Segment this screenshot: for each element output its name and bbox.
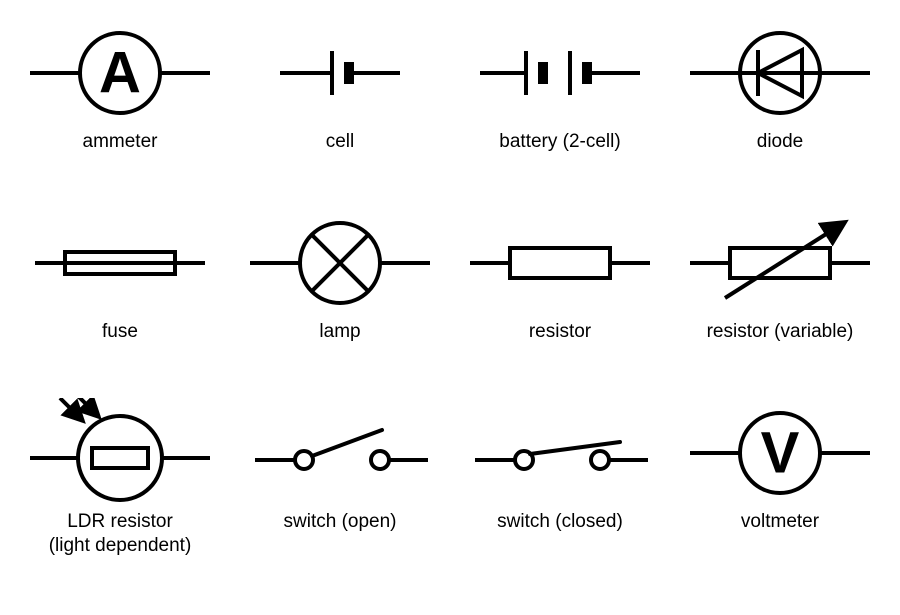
switch-open-label: switch (open) <box>284 510 397 534</box>
voltmeter-symbol: V <box>680 398 880 508</box>
symbol-grid: A ammeter cell battery ( <box>10 18 890 578</box>
ammeter-symbol: A <box>20 18 220 128</box>
ldr-symbol <box>20 398 220 508</box>
resistor-symbol <box>460 208 660 318</box>
cell-resistor-variable: resistor (variable) <box>670 208 890 388</box>
cell-cell: cell <box>230 18 450 198</box>
resistor-label: resistor <box>529 320 591 344</box>
cell-switch-closed: switch (closed) <box>450 398 670 578</box>
svg-text:A: A <box>99 41 141 106</box>
voltmeter-label: voltmeter <box>741 510 819 534</box>
cell-symbol <box>240 18 440 128</box>
diode-symbol <box>680 18 880 128</box>
switch-open-symbol <box>240 398 440 508</box>
fuse-label: fuse <box>102 320 138 344</box>
switch-closed-label: switch (closed) <box>497 510 623 534</box>
cell-switch-open: switch (open) <box>230 398 450 578</box>
lamp-label: lamp <box>319 320 360 344</box>
cell-resistor: resistor <box>450 208 670 388</box>
cell-label: cell <box>326 130 355 154</box>
cell-ldr: LDR resistor(light dependent) <box>10 398 230 578</box>
resistor-variable-symbol <box>680 208 880 318</box>
cell-fuse: fuse <box>10 208 230 388</box>
cell-ammeter: A ammeter <box>10 18 230 198</box>
cell-lamp: lamp <box>230 208 450 388</box>
cell-voltmeter: V voltmeter <box>670 398 890 578</box>
battery-label: battery (2-cell) <box>499 130 620 154</box>
diode-label: diode <box>757 130 804 154</box>
battery-symbol <box>460 18 660 128</box>
switch-closed-symbol <box>460 398 660 508</box>
fuse-symbol <box>20 208 220 318</box>
ldr-label: LDR resistor(light dependent) <box>49 510 192 558</box>
ammeter-label: ammeter <box>83 130 158 154</box>
cell-diode: diode <box>670 18 890 198</box>
cell-battery: battery (2-cell) <box>450 18 670 198</box>
lamp-symbol <box>240 208 440 318</box>
svg-text:V: V <box>761 421 800 486</box>
resistor-variable-label: resistor (variable) <box>707 320 854 344</box>
